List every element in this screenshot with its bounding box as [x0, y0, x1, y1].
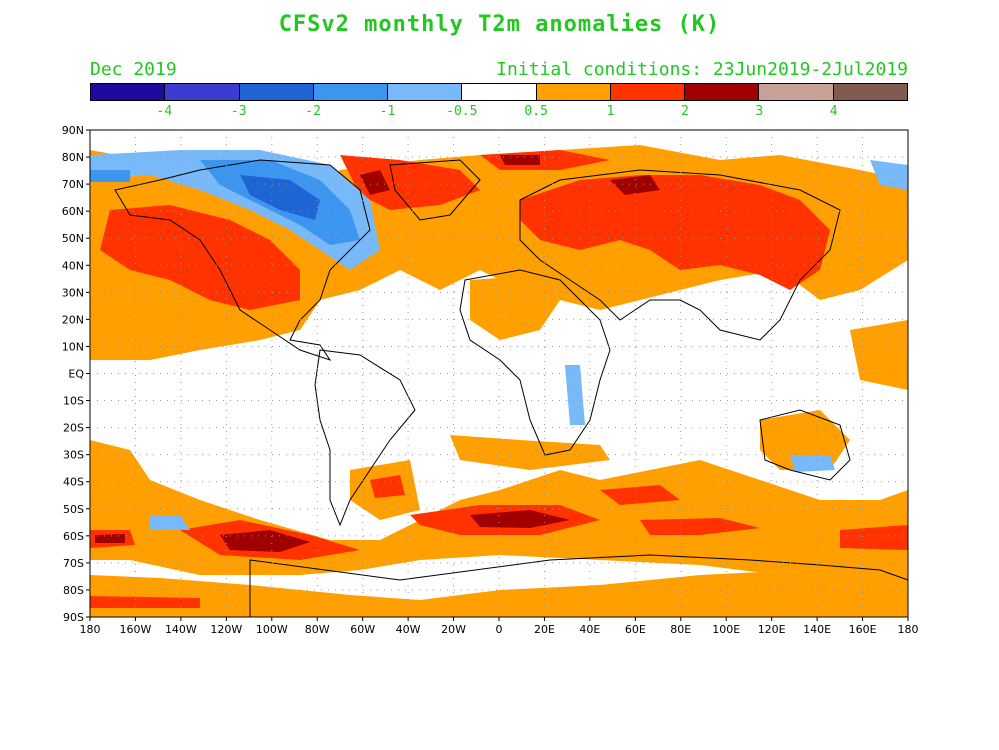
colorbar-segment [536, 84, 611, 100]
colorbar-label: -3 [230, 104, 247, 119]
lon-label: 100W [256, 623, 288, 636]
lat-label: 30N [62, 286, 84, 299]
lon-label: 140W [165, 623, 197, 636]
lat-label: 70S [63, 557, 84, 570]
map-title: CFSv2 monthly T2m anomalies (K) [278, 12, 721, 37]
lon-label: 160E [849, 623, 877, 636]
colorbar-segment [833, 84, 907, 100]
colorbar-label: -2 [305, 104, 321, 119]
lat-label: 20N [62, 313, 84, 326]
longitude-labels: 180 160W 140W 120W 100W 80W 60W 40W 20W 0 20E 40E 60… [80, 623, 919, 636]
lat-label: 70N [62, 178, 84, 191]
lat-label: 50N [62, 232, 84, 245]
colorbar [90, 83, 908, 101]
coastlines [114, 159, 908, 617]
lat-label: 30S [63, 449, 84, 462]
colorbar-segment [388, 84, 463, 100]
lat-label: 80N [62, 151, 84, 164]
lon-label: 40E [579, 623, 600, 636]
colorbar-label: 0.5 [524, 104, 548, 119]
colorbar-segment [313, 84, 389, 100]
lat-label: 60N [62, 205, 84, 218]
colorbar-label: -1 [379, 104, 396, 119]
colorbar-segment [165, 84, 240, 100]
lat-label: 90S [63, 611, 84, 624]
colorbar-segment [759, 84, 834, 100]
lon-label: 20W [441, 623, 466, 636]
lat-label: 10S [63, 395, 84, 408]
colorbar-label: 1 [606, 104, 615, 119]
colorbar-label: 4 [829, 104, 838, 119]
lat-label: 20S [63, 422, 84, 435]
anomaly-red-regions [90, 150, 908, 608]
lon-label: 60W [350, 623, 375, 636]
lat-label: 80S [63, 584, 84, 597]
colorbar-segment [91, 84, 166, 100]
lon-label: 80W [305, 623, 330, 636]
lat-label: 60S [63, 530, 84, 543]
lon-label: 100E [712, 623, 740, 636]
forecast-month: Dec 2019 [90, 59, 177, 80]
axis-ticks [86, 129, 909, 621]
lon-label: 20E [534, 623, 555, 636]
lon-label: 40W [396, 623, 421, 636]
lon-label: 120E [758, 623, 786, 636]
lat-label: 50S [63, 503, 84, 516]
latitude-labels: 90N 80N 70N 60N 50N 40N 30N 20N 10N EQ 10S 20S 30S 40… [62, 124, 85, 624]
colorbar-label: 3 [755, 104, 764, 119]
lon-label: 180 [898, 623, 919, 636]
colorbar-label: -4 [156, 104, 173, 119]
colorbar-label: 2 [680, 104, 689, 119]
lon-label: 60E [625, 623, 646, 636]
colorbar-segment [610, 84, 686, 100]
colorbar-segment [685, 84, 760, 100]
colorbar-label: -0.5 [446, 104, 478, 119]
lon-label: 160W [120, 623, 152, 636]
lat-label: 90N [62, 124, 84, 137]
lon-label: 80E [670, 623, 691, 636]
anomaly-darkblue-regions [240, 175, 320, 220]
lat-label: EQ [68, 368, 84, 381]
lat-label: 40N [62, 259, 84, 272]
initial-conditions: Initial conditions: 23Jun2019-2Jul2019 [496, 59, 908, 80]
colorbar-segment [239, 84, 314, 100]
lon-label: 180 [80, 623, 101, 636]
lat-label: 40S [63, 476, 84, 489]
lon-label: 0 [496, 623, 503, 636]
lon-label: 140E [803, 623, 831, 636]
lon-label: 120W [210, 623, 242, 636]
lat-label: 10N [62, 340, 84, 353]
colorbar-segment [462, 84, 537, 100]
anomaly-fields [90, 130, 908, 617]
